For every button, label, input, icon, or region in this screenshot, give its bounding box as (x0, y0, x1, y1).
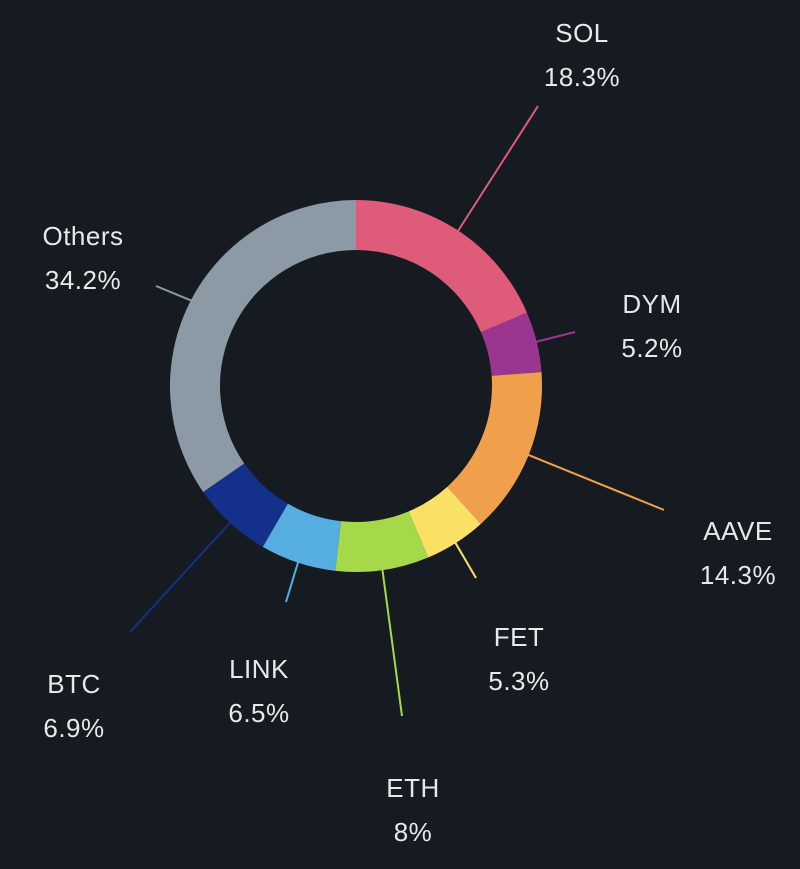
slice-name-dym: DYM (622, 289, 681, 319)
slice-percent-dym: 5.2% (621, 333, 682, 363)
slice-name-others: Others (42, 221, 123, 251)
slice-label-aave: AAVE 14.3% (700, 516, 776, 590)
slice-link[interactable] (262, 503, 341, 571)
slice-percent-btc: 6.9% (43, 713, 104, 743)
slice-percent-link: 6.5% (228, 698, 289, 728)
slice-label-sol: SOL 18.3% (544, 18, 620, 92)
slice-fet[interactable] (408, 486, 481, 558)
leader-line-sol (453, 105, 539, 238)
slice-label-eth: ETH 8% (386, 773, 440, 847)
slice-name-btc: BTC (47, 669, 101, 699)
slice-label-btc: BTC 6.9% (43, 669, 104, 743)
leader-line-link (285, 554, 302, 603)
leader-lines-layer (129, 105, 665, 717)
slice-others[interactable] (170, 200, 356, 492)
slice-name-link: LINK (229, 654, 289, 684)
leader-line-aave (520, 451, 665, 511)
slice-percent-aave: 14.3% (700, 560, 776, 590)
slice-percent-eth: 8% (394, 817, 433, 847)
leader-line-fet (450, 535, 477, 579)
slice-name-aave: AAVE (703, 516, 772, 546)
leader-line-others (155, 285, 199, 305)
slices-layer (170, 200, 542, 572)
leader-line-btc (129, 516, 237, 633)
slice-label-fet: FET 5.3% (488, 622, 549, 696)
slice-label-link: LINK 6.5% (228, 654, 289, 728)
slice-name-sol: SOL (555, 18, 609, 48)
slice-btc[interactable] (203, 463, 288, 547)
slice-percent-sol: 18.3% (544, 62, 620, 92)
slice-percent-others: 34.2% (45, 265, 121, 295)
slice-percent-fet: 5.3% (488, 666, 549, 696)
slice-eth[interactable] (335, 511, 429, 572)
slice-name-eth: ETH (386, 773, 440, 803)
slice-name-fet: FET (494, 622, 545, 652)
slice-aave[interactable] (447, 372, 542, 524)
slice-sol[interactable] (356, 200, 527, 333)
slice-dym[interactable] (480, 312, 542, 376)
slice-label-others: Others 34.2% (42, 221, 123, 295)
labels-layer: SOL 18.3% DYM 5.2% AAVE 14.3% FET 5.3% ETH 8% LINK… (42, 18, 776, 847)
leader-line-dym (528, 331, 576, 345)
leader-line-eth (380, 562, 403, 717)
slice-label-dym: DYM 5.2% (621, 289, 682, 363)
